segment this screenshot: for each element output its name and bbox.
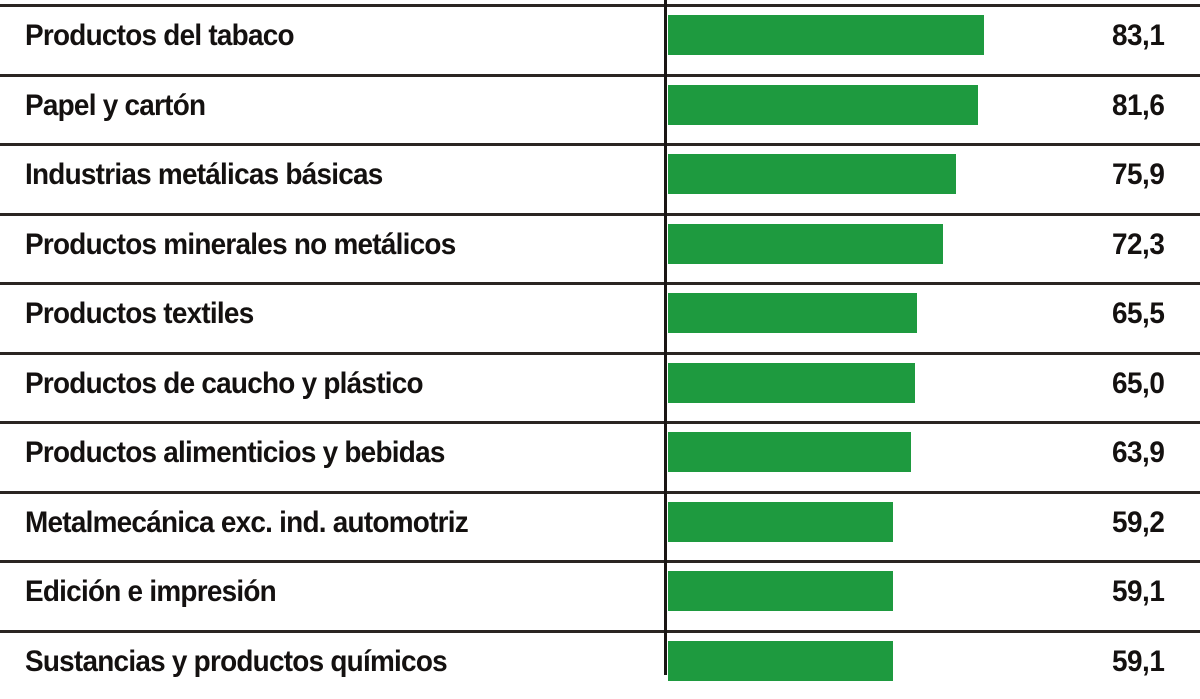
value-label: 75,9 [1112, 158, 1164, 192]
axis-line [664, 0, 667, 675]
chart-row: Productos alimenticios y bebidas 63,9 [0, 421, 1200, 491]
bar [668, 502, 893, 542]
category-label: Edición e impresión [25, 575, 276, 609]
value-label: 65,0 [1112, 367, 1164, 401]
value-label: 72,3 [1112, 228, 1164, 262]
category-label: Metalmecánica exc. ind. automotriz [25, 506, 468, 540]
chart-row: Productos de caucho y plástico 65,0 [0, 352, 1200, 422]
category-label: Productos de caucho y plástico [25, 367, 423, 401]
bar [668, 224, 943, 264]
chart-row: Sustancias y productos químicos 59,1 [0, 630, 1200, 699]
value-label: 81,6 [1112, 89, 1164, 123]
bar [668, 293, 917, 333]
chart-row: Metalmecánica exc. ind. automotriz 59,2 [0, 491, 1200, 561]
chart-row: Papel y cartón 81,6 [0, 74, 1200, 144]
chart-row: Productos del tabaco 83,1 [0, 4, 1200, 74]
chart-row: Edición e impresión 59,1 [0, 560, 1200, 630]
chart-row: Productos textiles 65,5 [0, 282, 1200, 352]
bar [668, 363, 915, 403]
horizontal-bar-chart: Productos del tabaco 83,1 Papel y cartón… [0, 0, 1200, 675]
value-label: 65,5 [1112, 297, 1164, 331]
value-label: 59,1 [1112, 575, 1164, 609]
chart-row: Productos minerales no metálicos 72,3 [0, 213, 1200, 283]
category-label: Papel y cartón [25, 89, 205, 123]
bar [668, 85, 978, 125]
value-label: 83,1 [1112, 19, 1164, 53]
value-label: 59,2 [1112, 506, 1164, 540]
category-label: Productos minerales no metálicos [25, 228, 455, 262]
bar [668, 154, 956, 194]
value-label: 63,9 [1112, 436, 1164, 470]
value-label: 59,1 [1112, 645, 1164, 679]
chart-row: Industrias metálicas básicas 75,9 [0, 143, 1200, 213]
category-label: Productos alimenticios y bebidas [25, 436, 445, 470]
bar [668, 15, 984, 55]
category-label: Sustancias y productos químicos [25, 645, 447, 679]
category-label: Productos textiles [25, 297, 253, 331]
category-label: Industrias metálicas básicas [25, 158, 383, 192]
bar [668, 571, 893, 611]
category-label: Productos del tabaco [25, 19, 294, 53]
bar [668, 432, 911, 472]
